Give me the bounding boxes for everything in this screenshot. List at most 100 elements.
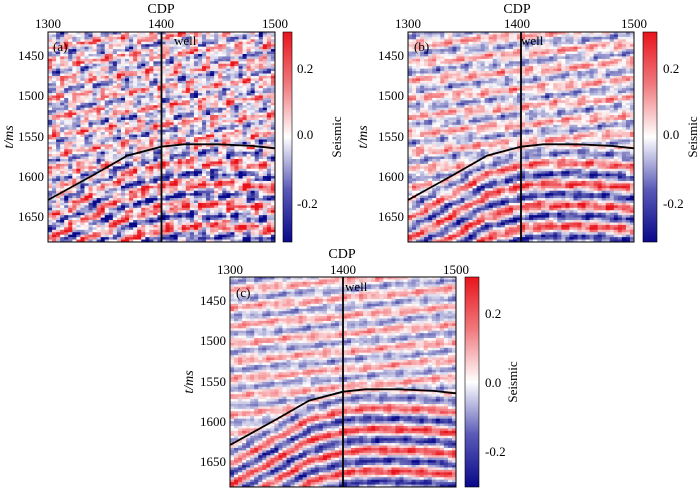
seismic-cell: [157, 132, 163, 136]
seismic-cell: [108, 90, 114, 94]
seismic-cell: [68, 63, 73, 67]
seismic-cell: [258, 210, 264, 214]
seismic-cell: [141, 185, 146, 189]
seismic-cell: [96, 146, 102, 150]
seismic-cell: [218, 78, 223, 82]
seismic-cell: [197, 146, 203, 150]
seismic-cell: [120, 149, 126, 153]
seismic-cell: [210, 105, 215, 109]
seismic-cell: [137, 141, 142, 145]
seismic-cell: [197, 158, 203, 163]
seismic-cell: [266, 178, 272, 182]
seismic-cell: [226, 80, 232, 84]
seismic-cell: [234, 215, 240, 219]
seismic-cell: [88, 49, 94, 53]
seismic-cell: [206, 119, 211, 123]
seismic-cell: [48, 200, 53, 204]
seismic-cell: [125, 134, 130, 138]
seismic-cell: [238, 195, 244, 199]
seismic-cell: [149, 53, 154, 58]
seismic-cell: [169, 217, 175, 221]
seismic-cell: [108, 117, 114, 121]
y-tick-label: 1650: [378, 209, 404, 224]
seismic-cell: [193, 90, 199, 94]
seismic-cell: [96, 210, 102, 214]
seismic-cell: [169, 183, 175, 187]
seismic-cell: [129, 144, 134, 148]
seismic-cell: [181, 39, 187, 43]
seismic-cell: [48, 180, 53, 184]
seismic-cell: [80, 49, 86, 53]
seismic-cell: [149, 224, 154, 228]
seismic-cell: [206, 198, 211, 202]
seismic-cell: [165, 100, 171, 104]
seismic-cell: [181, 195, 187, 199]
seismic-cell: [218, 46, 223, 50]
seismic-cell: [197, 195, 203, 199]
seismic-cell: [234, 239, 240, 242]
seismic-cell: [266, 41, 272, 45]
seismic-cell: [169, 229, 175, 233]
seismic-cell: [189, 117, 195, 121]
seismic-cell: [242, 51, 248, 55]
seismic-cell: [181, 232, 187, 236]
seismic-cell: [266, 71, 272, 75]
seismic-cell: [169, 39, 175, 43]
seismic-cell: [250, 68, 256, 72]
seismic-cell: [246, 190, 252, 194]
seismic-cell: [141, 212, 146, 216]
seismic-cell: [262, 149, 268, 153]
seismic-cell: [218, 51, 223, 55]
seismic-cell: [104, 224, 110, 228]
seismic-cell: [234, 53, 240, 58]
seismic-cell: [412, 171, 417, 175]
seismic-cell: [230, 168, 236, 172]
seismic-cell: [238, 178, 244, 182]
seismic-cell: [133, 210, 138, 214]
seismic-cell: [68, 83, 73, 87]
seismic-cell: [84, 110, 90, 114]
seismic-cell: [202, 173, 207, 177]
seismic-cell: [112, 107, 118, 111]
seismic-cell: [116, 210, 122, 214]
seismic-cell: [88, 207, 94, 211]
seismic-cell: [222, 53, 227, 58]
seismic-cell: [165, 176, 171, 180]
seismic-cell: [76, 188, 82, 192]
seismic-cell: [104, 119, 110, 123]
seismic-cell: [210, 93, 215, 97]
seismic-cell: [214, 220, 219, 224]
seismic-cell: [214, 176, 219, 180]
seismic-cell: [181, 161, 187, 165]
seismic-cell: [408, 193, 413, 197]
seismic-cell: [60, 227, 65, 231]
seismic-cell: [197, 119, 203, 123]
seismic-cell: [104, 41, 110, 45]
seismic-cell: [145, 215, 150, 219]
x-axis-title: CDP: [503, 2, 530, 17]
seismic-cell: [230, 149, 236, 153]
seismic-cell: [197, 193, 203, 197]
seismic-cell: [157, 180, 163, 184]
seismic-cell: [72, 227, 77, 231]
seismic-cell: [56, 180, 61, 184]
seismic-cell: [246, 115, 252, 119]
seismic-cell: [254, 105, 260, 109]
seismic-cell: [56, 127, 61, 131]
seismic-cell: [52, 58, 57, 62]
seismic-cell: [141, 168, 146, 172]
seismic-cell: [226, 83, 232, 87]
seismic-cell: [80, 80, 86, 84]
seismic-cell: [193, 193, 199, 197]
seismic-cell: [258, 119, 264, 123]
seismic-cell: [206, 66, 211, 70]
seismic-cell: [270, 39, 275, 43]
seismic-cell: [234, 85, 240, 89]
seismic-cell: [197, 93, 203, 97]
seismic-cell: [214, 61, 219, 65]
seismic-cell: [84, 139, 90, 143]
seismic-cell: [52, 168, 57, 172]
seismic-cell: [64, 210, 69, 214]
seismic-cell: [48, 234, 53, 238]
seismic-cell: [202, 224, 207, 228]
